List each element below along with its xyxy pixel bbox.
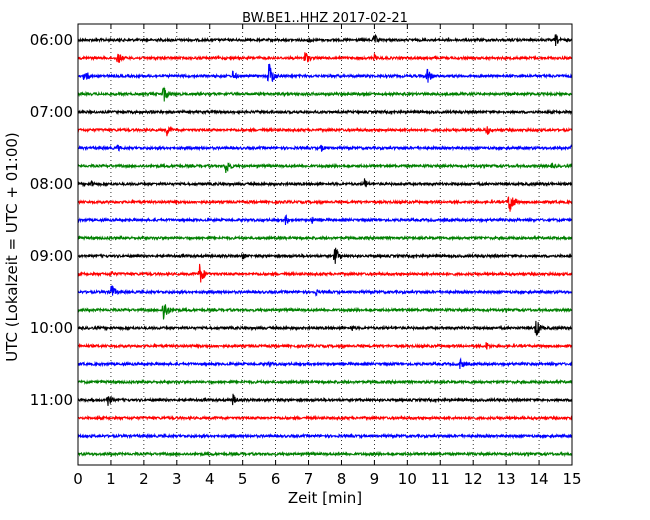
grid-lines <box>110 24 540 465</box>
y-axis-label: UTC (Lokalzeit = UTC + 01:00) <box>3 132 21 362</box>
y-tick-label: 11:00 <box>30 391 73 409</box>
seismic-trace <box>77 178 573 188</box>
seismic-trace <box>77 196 573 212</box>
chart-title: BW.BE1..HHZ 2017-02-21 <box>242 11 408 26</box>
x-tick-label: 15 <box>562 470 581 488</box>
x-tick-label: 3 <box>172 470 182 488</box>
seismic-trace <box>77 450 573 458</box>
y-tick-label: 06:00 <box>30 31 73 49</box>
axis-ticks: 0 1 2 3 4 5 6 7 8 9 10 11 12 13 14 1506:0007:0008:0009:… <box>30 24 582 488</box>
x-tick-label: 11 <box>431 470 450 488</box>
seismic-trace <box>77 162 573 173</box>
x-tick-label: 12 <box>464 470 483 488</box>
x-tick-label: 5 <box>238 470 248 488</box>
seismic-trace <box>77 414 573 422</box>
x-tick-label: 6 <box>271 470 281 488</box>
seismic-trace <box>77 125 573 137</box>
seismic-trace <box>77 393 573 406</box>
seismic-trace <box>77 33 573 47</box>
x-tick-label: 2 <box>139 470 149 488</box>
seismic-trace <box>77 144 573 152</box>
x-axis-label: Zeit [min] <box>288 489 362 507</box>
plot-frame <box>77 23 573 466</box>
y-tick-label: 09:00 <box>30 247 73 265</box>
x-tick-label: 8 <box>337 470 347 488</box>
seismic-trace <box>77 432 573 440</box>
seismic-traces <box>77 33 573 458</box>
seismic-trace <box>77 304 573 320</box>
seismic-trace <box>77 357 573 369</box>
seismic-trace <box>77 108 573 116</box>
y-tick-label: 08:00 <box>30 175 73 193</box>
seismic-trace <box>77 86 573 102</box>
x-tick-label: 10 <box>398 470 417 488</box>
x-tick-label: 13 <box>497 470 516 488</box>
seismic-trace <box>77 320 573 337</box>
x-tick-label: 7 <box>304 470 314 488</box>
seismic-trace <box>77 378 573 386</box>
seismic-trace <box>77 247 573 264</box>
y-tick-label: 10:00 <box>30 319 73 337</box>
y-tick-label: 07:00 <box>30 103 73 121</box>
seismic-trace <box>77 63 573 83</box>
seismic-trace <box>77 285 573 297</box>
x-tick-label: 4 <box>205 470 215 488</box>
seismic-trace <box>77 263 573 283</box>
seismic-trace <box>77 52 573 63</box>
x-tick-label: 9 <box>370 470 380 488</box>
seismic-trace <box>77 214 573 225</box>
x-tick-label: 1 <box>106 470 116 488</box>
x-tick-label: 14 <box>530 470 549 488</box>
x-tick-label: 0 <box>73 470 83 488</box>
seismic-trace <box>77 342 573 350</box>
seismic-trace <box>77 234 573 242</box>
